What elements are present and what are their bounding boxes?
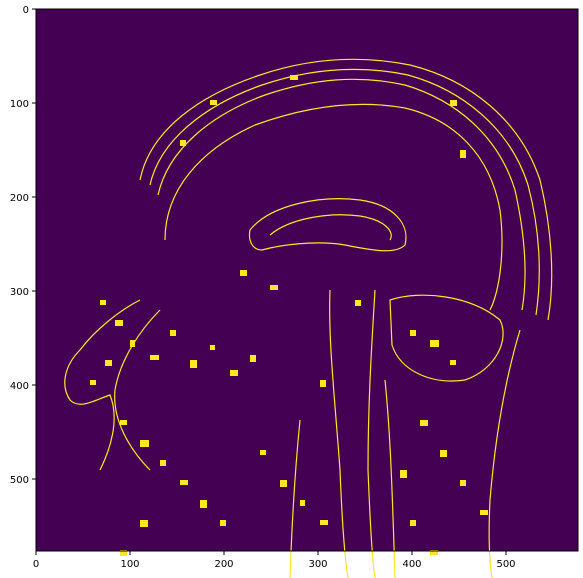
image-panel (35, 8, 579, 578)
edge-speckles (90, 75, 488, 556)
x-tick-label: 400 (402, 559, 421, 570)
image-frame (35, 8, 579, 552)
brainstem-right (367, 289, 376, 578)
neck-front (289, 419, 301, 578)
x-tick-label: 0 (33, 559, 39, 570)
y-tick-label: 200 (10, 193, 29, 204)
skull-contour-2 (149, 68, 540, 316)
cerebellum (389, 294, 504, 382)
skull-contour-3 (157, 78, 526, 311)
spine (384, 379, 396, 578)
neck-back (488, 329, 521, 578)
x-tick-label: 500 (496, 559, 515, 570)
y-tick-label: 0 (23, 5, 29, 16)
x-tick-label: 300 (308, 559, 327, 570)
x-axis: 0 100 200 300 400 500 (33, 551, 516, 570)
brain-outer (164, 103, 503, 311)
y-tick-label: 500 (10, 475, 29, 486)
y-axis: 0 100 200 300 400 500 (10, 5, 36, 486)
skull-contour-outer (139, 58, 553, 321)
edge-contours (64, 58, 553, 578)
x-tick-label: 100 (120, 559, 139, 570)
brainstem-left (329, 289, 349, 578)
corpus-callosum (248, 198, 407, 252)
face-inner (114, 309, 161, 471)
image-background (36, 9, 578, 551)
corpus-callosum-inner (269, 214, 392, 241)
y-tick-label: 100 (10, 99, 29, 110)
y-tick-label: 300 (10, 287, 29, 298)
x-tick-label: 200 (214, 559, 233, 570)
y-tick-label: 400 (10, 381, 29, 392)
face-profile (64, 299, 141, 471)
